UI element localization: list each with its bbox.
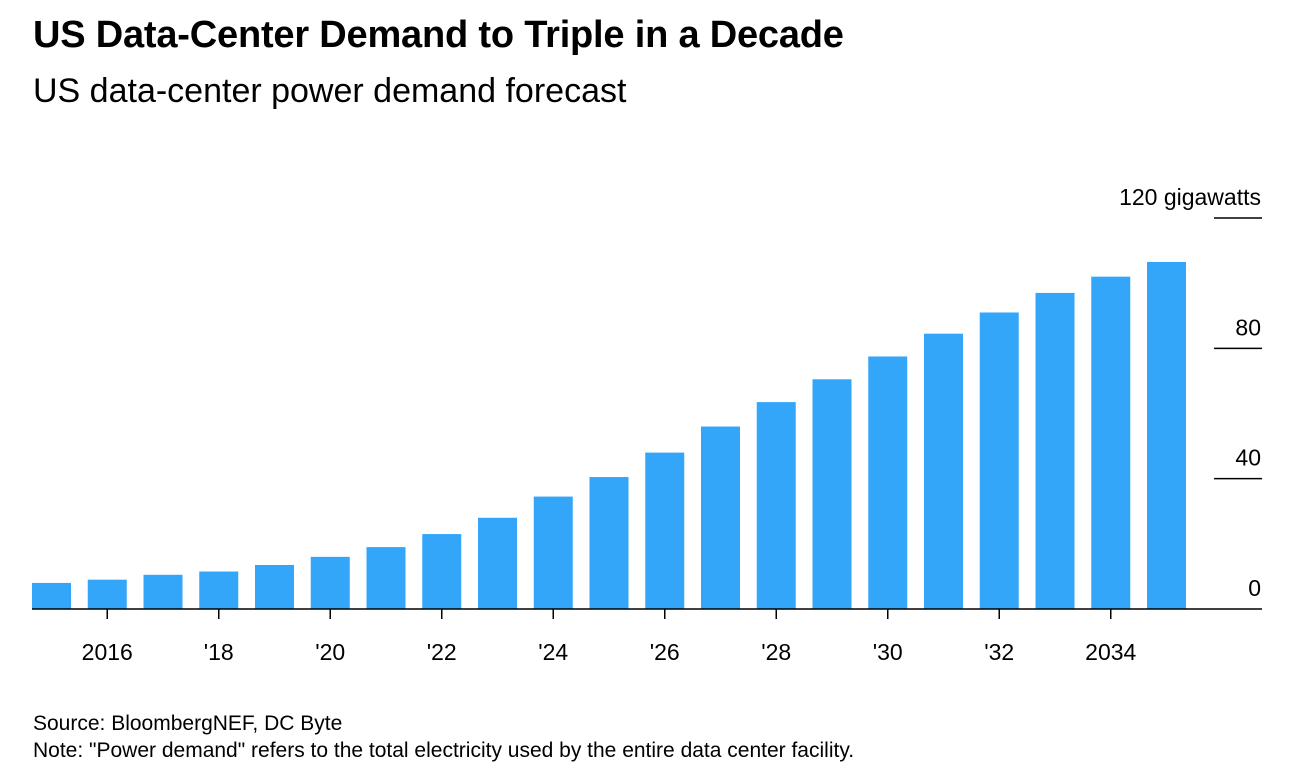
y-tick-label-80: 80	[1235, 314, 1261, 340]
x-tick-label-2020: '20	[315, 639, 345, 665]
bar-2030	[868, 356, 908, 609]
bar-2034	[1091, 276, 1131, 609]
bar-series	[32, 261, 1186, 609]
x-tick-label-2030: '30	[873, 639, 903, 665]
bar-2028	[756, 402, 796, 609]
chart-title: US Data-Center Demand to Triple in a Dec…	[33, 14, 844, 56]
x-tick-label-2016: 2016	[82, 639, 133, 665]
y-tick-label-0: 0	[1248, 575, 1261, 601]
bar-2020	[310, 556, 350, 609]
bar-2015	[32, 582, 71, 609]
bar-2018	[199, 571, 239, 609]
bar-2025	[589, 477, 629, 609]
bar-2032	[979, 312, 1019, 609]
x-tick-label-2032: '32	[984, 639, 1014, 665]
footnote: Note: "Power demand" refers to the total…	[33, 739, 855, 762]
bar-2021	[366, 547, 406, 609]
x-tick-label-2022: '22	[427, 639, 457, 665]
bar-2024	[533, 496, 573, 609]
y-tick-label-40: 40	[1235, 445, 1261, 471]
source-note: Source: BloombergNEF, DC Byte	[33, 712, 343, 735]
bar-2016	[87, 579, 127, 609]
bar-2027	[701, 426, 740, 609]
bar-2031	[924, 333, 963, 609]
bar-2017	[143, 574, 183, 609]
x-tick-label-2028: '28	[761, 639, 791, 665]
bar-2029	[812, 379, 852, 609]
y-tick-label-120: 120 gigawatts	[1119, 184, 1261, 210]
x-tick-label-2018: '18	[204, 639, 234, 665]
bar-2019	[255, 565, 294, 609]
x-tick-label-2024: '24	[538, 639, 568, 665]
bar-2035	[1147, 261, 1186, 609]
chart-subtitle: US data-center power demand forecast	[33, 72, 627, 110]
bar-2033	[1035, 292, 1075, 609]
bar-2022	[422, 534, 462, 609]
x-tick-label-2026: '26	[650, 639, 680, 665]
x-tick-label-2034: 2034	[1085, 639, 1136, 665]
bar-2023	[478, 517, 517, 609]
bar-2026	[645, 452, 685, 609]
